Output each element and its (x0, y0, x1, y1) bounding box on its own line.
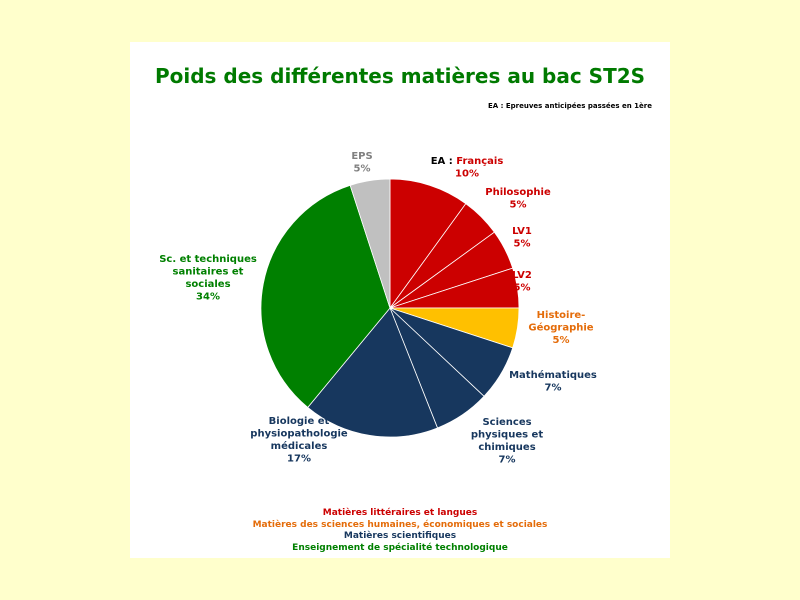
chart-title: Poids des différentes matières au bac ST… (154, 64, 646, 88)
slice-label: EPS 5% (351, 151, 372, 175)
slice-label: Sc. et techniques sanitaires et sociales 34… (159, 254, 257, 303)
legend-item: Matières des sciences humaines, économiq… (252, 519, 548, 530)
slice-label: EA : Français 10% (431, 156, 504, 180)
chart-card: Poids des différentes matières au bac ST… (130, 42, 670, 558)
slice-label: Biologie et physiopathologie médicales 17% (250, 416, 348, 465)
pie-slice (260, 184, 391, 408)
legend-item: Enseignement de spécialité technologique (292, 542, 508, 553)
pie-slice (349, 178, 391, 309)
legend-item: Matières scientifiques (343, 531, 457, 541)
pie-slice (307, 307, 439, 438)
ea-note: EA : Epreuves anticipées passées en 1ère (487, 102, 652, 110)
legend: Matières littéraires et langues Matières … (130, 508, 670, 554)
slice-label: Histoire-Géographie 5% (528, 310, 593, 346)
pie-chart: EA : Français 10% Philosophie 5% LV1 5% LV2 5% H… (159, 151, 597, 466)
slice-label: LV1 5% (512, 226, 532, 250)
slice-label: Philosophie 5% (485, 187, 551, 211)
pie-slice (389, 178, 467, 310)
slice-label: LV2 5% (512, 270, 532, 294)
slice-label: Mathématiques 7% (509, 369, 597, 394)
legend-item: Matières littéraires et langues (322, 508, 478, 518)
slice-label: Sciences physiques et chimiques 7% (471, 417, 543, 466)
